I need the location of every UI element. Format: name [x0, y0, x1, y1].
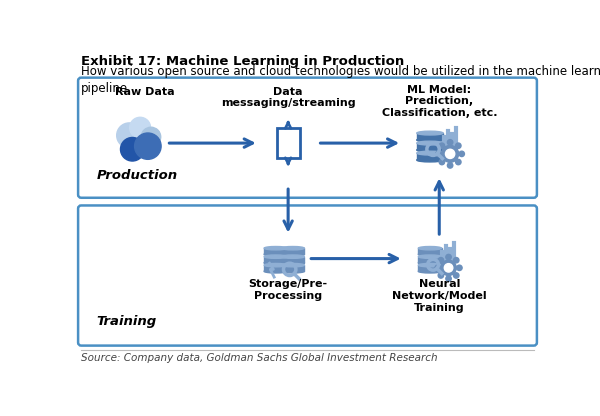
Bar — [418, 257, 442, 263]
Circle shape — [454, 273, 459, 278]
Ellipse shape — [281, 263, 304, 267]
Ellipse shape — [417, 141, 443, 145]
Ellipse shape — [417, 131, 443, 135]
Circle shape — [445, 149, 455, 158]
Circle shape — [444, 264, 453, 272]
Ellipse shape — [281, 255, 304, 258]
Bar — [264, 248, 287, 254]
Bar — [417, 143, 443, 150]
Circle shape — [448, 163, 453, 168]
Ellipse shape — [264, 247, 287, 250]
Ellipse shape — [264, 253, 287, 256]
Circle shape — [441, 260, 457, 275]
Ellipse shape — [281, 261, 304, 265]
Bar — [264, 265, 287, 271]
Ellipse shape — [264, 255, 287, 258]
Circle shape — [446, 254, 451, 260]
Bar — [281, 257, 304, 263]
Text: ML Model:
Prediction,
Classification, etc.: ML Model: Prediction, Classification, et… — [382, 84, 497, 118]
Circle shape — [455, 143, 461, 149]
Circle shape — [454, 258, 459, 263]
Ellipse shape — [264, 261, 287, 265]
Ellipse shape — [418, 261, 442, 265]
Ellipse shape — [418, 270, 442, 273]
Circle shape — [130, 117, 151, 138]
Circle shape — [435, 265, 440, 270]
Text: Neural
Network/Model
Training: Neural Network/Model Training — [392, 280, 487, 312]
Ellipse shape — [417, 158, 443, 162]
Circle shape — [121, 137, 144, 161]
Bar — [418, 265, 442, 271]
Bar — [277, 128, 300, 158]
Text: Exhibit 17: Machine Learning in Production: Exhibit 17: Machine Learning in Producti… — [81, 54, 404, 67]
Circle shape — [457, 265, 462, 270]
Text: Production: Production — [97, 168, 178, 182]
Bar — [418, 248, 442, 254]
Ellipse shape — [417, 138, 443, 142]
Circle shape — [141, 127, 161, 146]
Ellipse shape — [418, 253, 442, 256]
Text: Storage/Pre-
Processing: Storage/Pre- Processing — [248, 280, 328, 301]
Circle shape — [439, 143, 445, 149]
Circle shape — [438, 258, 443, 263]
Bar — [281, 248, 304, 254]
Circle shape — [442, 146, 458, 162]
Ellipse shape — [417, 148, 443, 152]
Circle shape — [455, 159, 461, 165]
Circle shape — [439, 159, 445, 165]
Ellipse shape — [264, 270, 287, 273]
Bar — [264, 257, 287, 263]
Circle shape — [116, 123, 142, 148]
Ellipse shape — [418, 263, 442, 267]
Bar — [417, 133, 443, 140]
Circle shape — [459, 151, 464, 156]
Ellipse shape — [281, 253, 304, 256]
Ellipse shape — [417, 151, 443, 155]
Ellipse shape — [281, 270, 304, 273]
Circle shape — [436, 151, 441, 156]
FancyBboxPatch shape — [78, 206, 537, 346]
Text: Raw Data: Raw Data — [115, 87, 175, 97]
Circle shape — [446, 276, 451, 281]
Ellipse shape — [418, 247, 442, 250]
FancyBboxPatch shape — [78, 78, 537, 198]
Ellipse shape — [418, 255, 442, 258]
Bar — [417, 153, 443, 160]
Text: Source: Company data, Goldman Sachs Global Investment Research: Source: Company data, Goldman Sachs Glob… — [81, 353, 438, 363]
Text: Data
messaging/streaming: Data messaging/streaming — [221, 87, 355, 109]
Text: How various open source and cloud technologies would be utilized in the machine : How various open source and cloud techno… — [81, 65, 600, 95]
Ellipse shape — [264, 263, 287, 267]
Circle shape — [438, 273, 443, 278]
Circle shape — [134, 133, 161, 159]
Ellipse shape — [281, 247, 304, 250]
Circle shape — [448, 140, 453, 145]
Bar — [281, 265, 304, 271]
Text: Training: Training — [97, 315, 157, 328]
